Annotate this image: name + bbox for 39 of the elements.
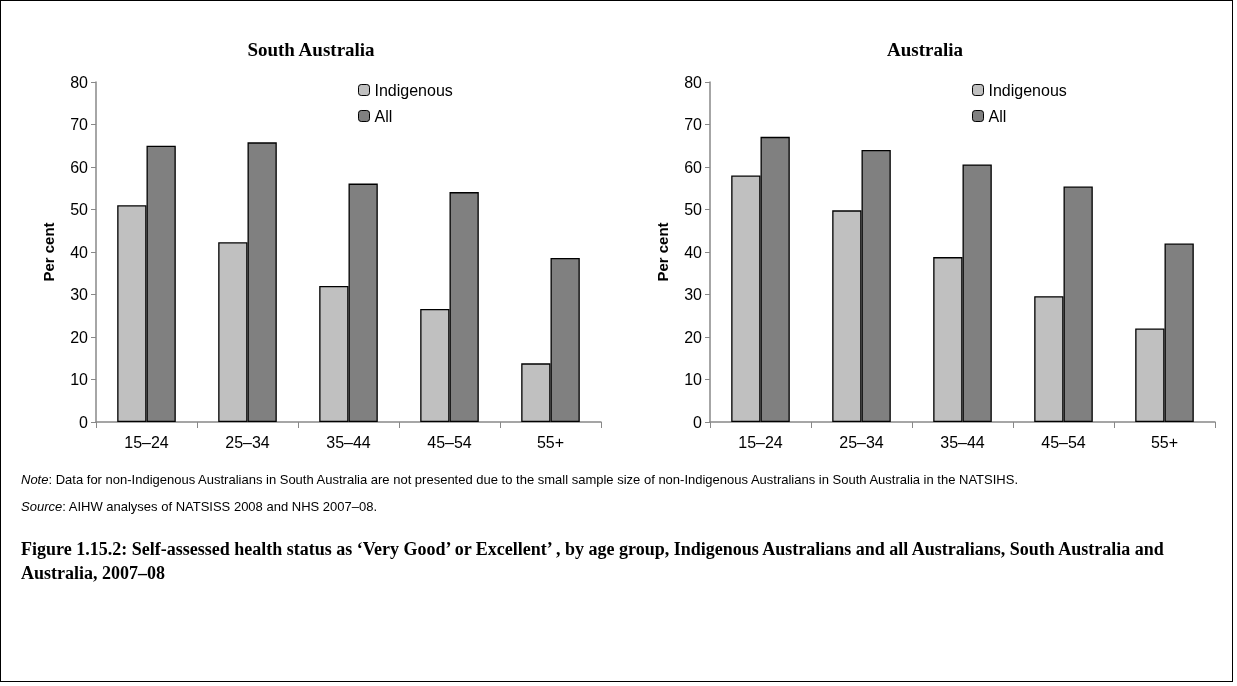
y-tick-label: 60 [684,158,703,176]
legend-label: Indigenous [988,81,1067,99]
y-tick-label: 50 [70,201,89,218]
y-tick-label: 10 [684,371,703,388]
y-tick-label: 20 [70,328,89,346]
x-tick-label: 35–44 [940,433,985,451]
y-tick-label: 0 [693,413,703,431]
y-tick-label: 30 [684,286,703,303]
caption: Figure 1.15.2: Self-assessed health status as ‘Very Good’ or Excellent’ , by age group, Indigenous Australians and all Australians, South Australia and Australia, 2007–08 [21,538,1165,585]
x-tick-label: 25–34 [839,433,884,451]
chart-title: South Australia [247,39,376,60]
legend-label: All [374,107,393,125]
y-tick-label: 10 [70,371,89,388]
legend-label: Indigenous [374,81,453,99]
y-tick-label: 30 [70,286,89,303]
legend-label: All [988,107,1007,125]
y-tick-label: 70 [684,116,703,133]
y-tick-label: 40 [684,243,703,261]
x-tick-label: 35–44 [326,433,371,451]
y-axis-title: Per cent [40,222,57,282]
y-tick-label: 80 [684,73,703,91]
y-tick-label: 50 [684,201,703,218]
source-note: Source: AIHW analyses of NATSISS 2008 and NHS 2007–08. [21,498,379,515]
y-tick-label: 80 [70,73,89,91]
y-tick-label: 20 [684,328,703,346]
y-tick-label: 70 [70,116,89,133]
x-tick-label: 15–24 [124,433,169,451]
text: Note: Data for non-Indigenous Australians in South Australia are not presented due to the small sample size of non-Indigenous Australians in South Australia in the NATSIHS. [21,471,1020,488]
y-tick-label: 60 [70,158,89,176]
y-tick-label: 0 [79,413,89,431]
x-tick-label: 15–24 [738,433,783,451]
x-tick-label: 45–54 [427,433,472,451]
y-tick-label: 40 [70,243,89,261]
chart-title: Australia [887,39,964,60]
x-tick-label: 45–54 [1041,433,1086,451]
y-axis-title: Per cent [654,222,671,282]
x-tick-label: 55+ [1150,433,1179,451]
x-tick-label: 25–34 [225,433,270,451]
x-tick-label: 55+ [536,433,565,451]
